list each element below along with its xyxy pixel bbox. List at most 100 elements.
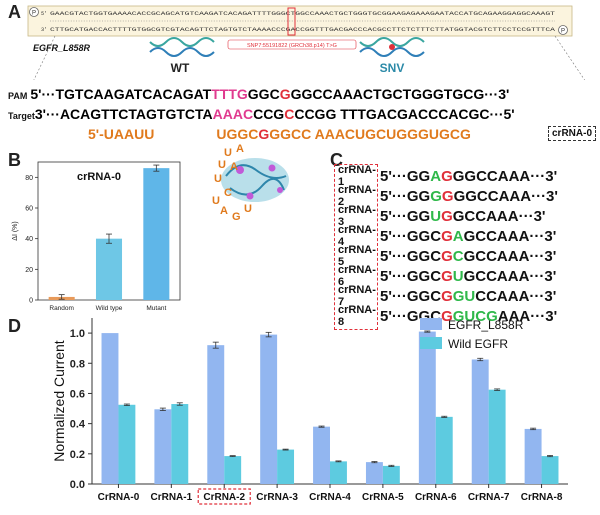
target-mutation-base: C [284, 106, 295, 122]
hairpin-letter: A [220, 205, 228, 217]
crrna-variant-row: crRNA-6 5'···GGCGUGCCAAA···3' [338, 264, 598, 288]
bar-egfr-l858r [154, 409, 172, 484]
sequence-segment: GCCAAA···3' [463, 247, 557, 265]
bar-egfr-l858r [471, 359, 489, 484]
sequence-green-segment: G [486, 307, 498, 325]
y-tick-label: 0.6 [70, 388, 85, 400]
x-tick-label: CrRNA-5 [362, 492, 404, 503]
bar [95, 238, 123, 300]
panel-label-d: D [8, 316, 21, 336]
y-tick-label: 0.4 [70, 419, 86, 431]
bar-egfr-l858r [260, 334, 278, 484]
crrna-variant-sequence: 5'···GGCGCGCCAAA···3' [380, 248, 556, 265]
legend-label: Wild EGFR [448, 337, 508, 351]
hairpin-letter: U [224, 147, 232, 159]
snv-dna-helix-icon [359, 37, 425, 57]
sequence-segment: 5'···GGC [380, 287, 442, 305]
x-tick-label: CrRNA-3 [256, 492, 298, 503]
crrna-variant-list: crRNA-1 5'···GGAGGGCCAAA···3' crRNA-2 5'···… [334, 164, 598, 330]
x-tick-label: Mutant [146, 305, 166, 312]
x-tick-label: CrRNA-6 [415, 492, 457, 503]
crrna-variant-name: crRNA-1 [338, 164, 376, 188]
crrna-variant-sequence: 5'···GGCGGUCCAAA···3' [380, 288, 556, 305]
hairpin-letter: U [218, 159, 226, 171]
crrna-variant-name: crRNA-2 [338, 184, 376, 208]
hairpin-letter: U [212, 195, 220, 207]
bar-wild-egfr [118, 404, 136, 484]
crrna-variant-sequence: 5'···GGAGGGCCAAA···3' [380, 168, 557, 185]
crrna-variant-row: crRNA-1 5'···GGAGGGCCAAA···3' [338, 164, 598, 188]
sequence-red-segment: G [441, 267, 453, 285]
pam-row: PAM 5'···TGTCAAGATCACAGATTTTGGGCGGGCCAAAC… [8, 86, 509, 102]
x-tick-label: CrRNA-0 [98, 492, 140, 503]
bar [143, 168, 170, 300]
top-strand-sequence: GAACGTACTGGTGAAAACACCGCAGCATGTCAAGATCACA… [50, 11, 555, 17]
snv-highlight-box [287, 7, 296, 36]
sequence-red-segment: G [441, 227, 453, 245]
chart-title: crRNA-0 [77, 171, 121, 183]
y-tick-label: 0.8 [70, 358, 85, 370]
crrna-variant-name: crRNA-8 [338, 304, 376, 328]
target-label: Target [8, 111, 35, 121]
crrna-variant-name: crRNA-6 [338, 264, 376, 288]
y-tick-label: 60 [25, 206, 33, 213]
sequence-segment: GGCCAAA···3' [452, 167, 558, 185]
sequence-segment: GCCAAA···3' [452, 207, 546, 225]
crrna-variant-name: crRNA-4 [338, 224, 376, 248]
phosphate-icon-right-glyph: P [561, 29, 565, 35]
bar-wild-egfr [224, 456, 242, 484]
bar-egfr-l858r [313, 426, 330, 484]
bottom-strand-prefix: 3' [41, 27, 47, 33]
sequence-segment: CCAAA···3' [475, 287, 557, 305]
y-axis-label: ΔI (%) [12, 221, 19, 240]
sequence-green-segment: U [430, 207, 442, 225]
wt-dna-helix-icon [149, 37, 215, 57]
crrna-variant-sequence: 5'···GGGGGGCCAAA···3' [380, 188, 558, 205]
sequence-segment: AAA···3' [497, 307, 558, 325]
target-seq-b: CCG [253, 106, 285, 122]
y-tick-label: 1.0 [70, 328, 85, 340]
hairpin-letter: U [214, 173, 222, 185]
sequence-red-segment: G [441, 207, 453, 225]
crrna-variant-sequence: 5'···GGCGAGCCAAA···3' [380, 228, 556, 245]
sequence-green-segment: A [452, 227, 464, 245]
x-tick-label: CrRNA-7 [468, 492, 510, 503]
crrna-variant-name: crRNA-7 [338, 284, 376, 308]
x-tick-label: CrRNA-8 [521, 492, 563, 503]
panel-label-c: C [330, 150, 343, 170]
callout-line-left [33, 35, 56, 80]
crrna-variant-row: crRNA-5 5'···GGCGCGCCAAA···3' [338, 244, 598, 268]
crrna-mutation-base: G [258, 126, 270, 142]
highlight-box [197, 488, 251, 505]
chart-b: 0 20 40 60 80 ΔI (%) crRNA-0 Random Wild type Mut… [12, 161, 181, 312]
sequence-red-segment: G [441, 307, 453, 325]
hairpin-letter: A [236, 143, 244, 155]
crrna-row: 5'-UAAUU UGGCGGGCC AAACUGCUGGGUGCG [88, 126, 471, 142]
bar-wild-egfr [435, 416, 453, 484]
callout-line-right [554, 35, 585, 80]
sequence-red-segment: G [441, 287, 453, 305]
bar-egfr-l858r [207, 345, 225, 484]
y-tick-label: 80 [25, 175, 33, 182]
sequence-segment: 5'···GGC [380, 267, 442, 285]
sequence-segment: GGCCAAA···3' [453, 187, 558, 205]
pam-seq-a: 5'···TGTCAAGATCACAGAT [30, 86, 212, 102]
sequence-segment: 5'···GG [380, 187, 431, 205]
sequence-green-segment: GUC [452, 307, 487, 325]
protein-ribbon-icon [221, 158, 289, 202]
bar-egfr-l858r [524, 428, 542, 484]
sequence-green-segment: C [452, 247, 464, 265]
bar-wild-egfr [171, 404, 189, 484]
crrna-prefix: 5'-UAAUU [88, 126, 155, 142]
crrna-variant-sequence: 5'···GGCGUGCCAAA···3' [380, 268, 556, 285]
hairpin-letter: C [224, 187, 232, 199]
target-pam-motif: AAAC [212, 106, 254, 122]
bar-wild-egfr [330, 461, 347, 484]
pam-seq-b: GGC [247, 86, 280, 102]
snv-note: SNP7:55191822 (GRCh38.p14) T>G [247, 43, 337, 49]
crrna-seq-b: GGCC AAACUGCUGGGUGCG [269, 126, 471, 142]
sequence-green-segment: GU [452, 287, 476, 305]
x-tick-label: CrRNA-2 [203, 492, 245, 503]
